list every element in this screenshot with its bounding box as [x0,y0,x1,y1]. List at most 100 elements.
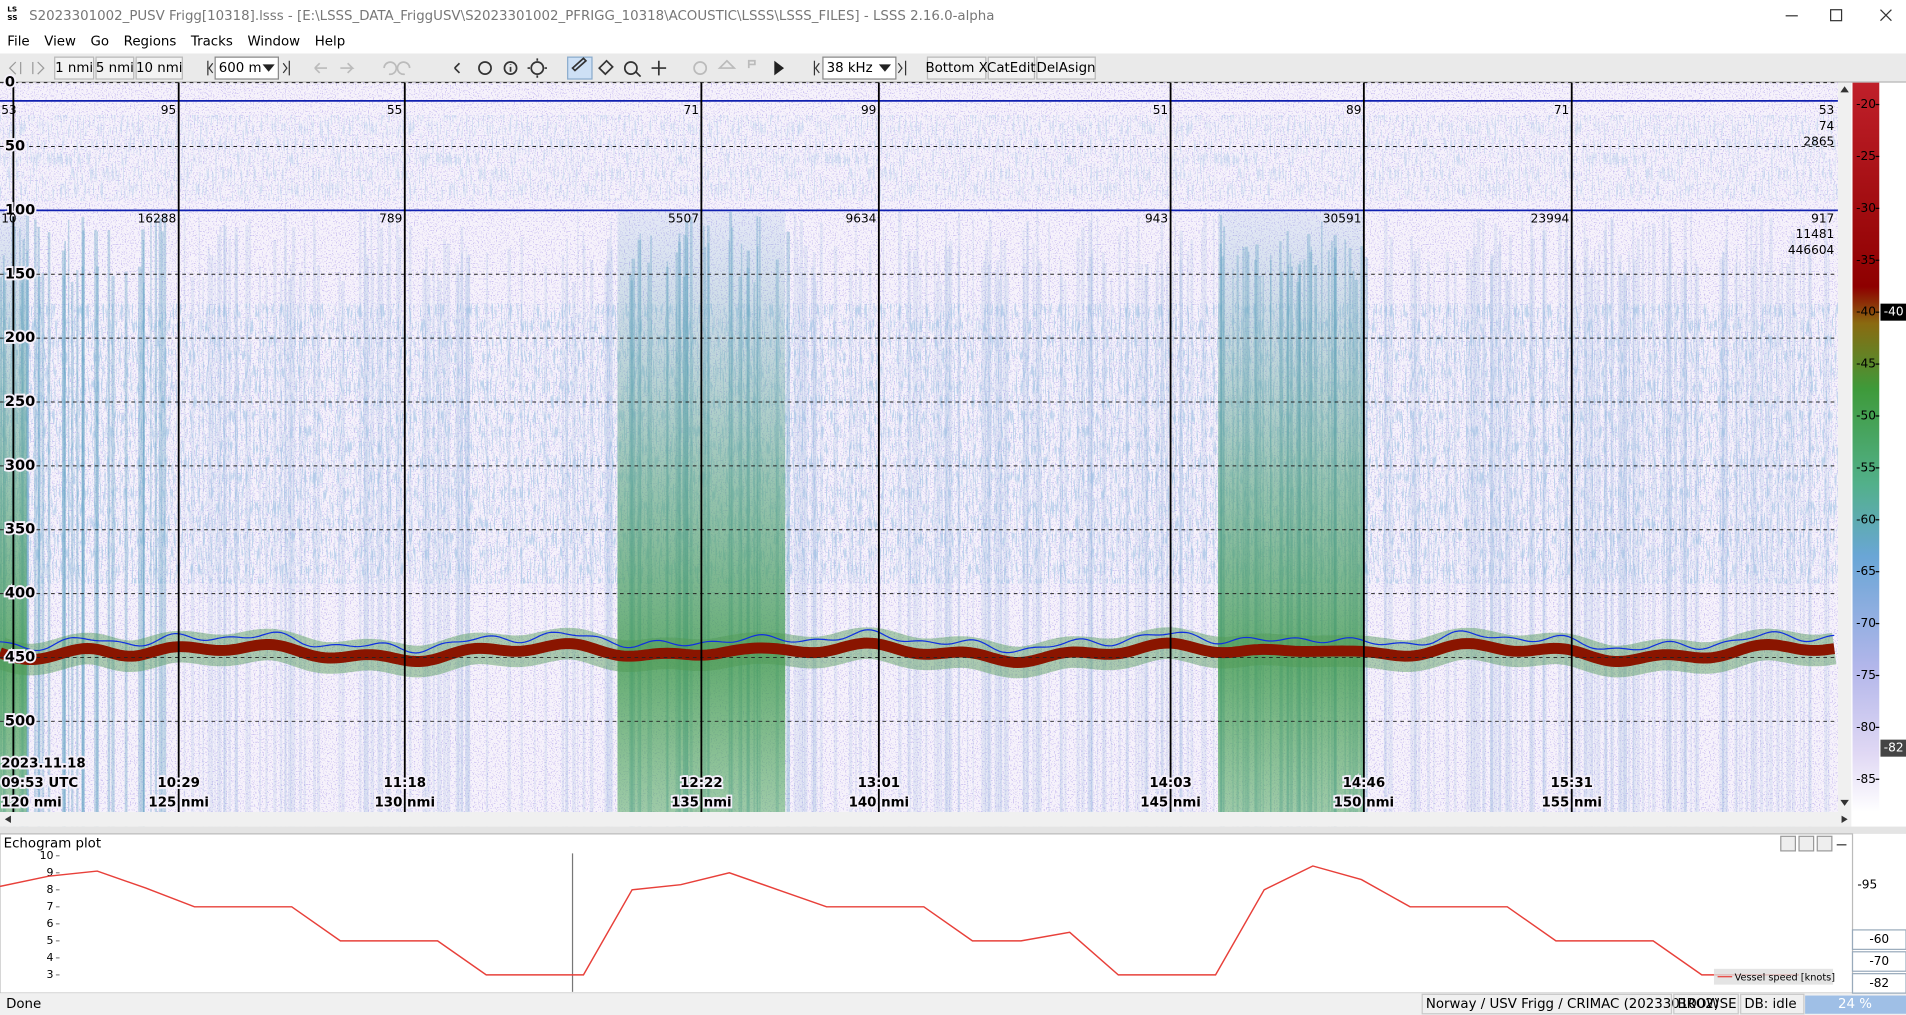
menu-item[interactable]: Window [247,34,300,49]
color-marker-box[interactable] [1880,739,1906,757]
status-progress: 24 % [1838,997,1872,1012]
range-prev[interactable] [207,60,214,76]
range-dropdown[interactable] [262,64,275,72]
color-tick-label: -60 [1856,512,1876,526]
pencil-icon[interactable] [571,57,588,72]
refresh-icon[interactable] [478,61,492,75]
panel-settings-button[interactable] [1780,835,1796,852]
menu-item[interactable]: Go [91,34,110,49]
echo-streak [37,276,41,879]
echo-streak [1632,221,1635,824]
echo-streak [380,227,384,830]
echo-streak [996,260,1000,862]
action-button[interactable] [926,56,987,80]
distance-button[interactable] [95,56,135,80]
depth-tick-label: 350 [5,521,35,538]
echo-streak [1087,268,1090,870]
add-icon[interactable] [651,60,667,76]
action-button-label: CatEdit [987,61,1036,76]
distance-button-label: 5 nmi [96,61,134,76]
scroll-down[interactable] [1840,799,1849,806]
pencil-tool-active[interactable] [567,56,593,80]
nav-back-icon[interactable] [8,61,22,75]
echo-streak [1765,262,1769,864]
redo-icon[interactable] [396,61,411,76]
undo-nav-icon[interactable] [314,62,327,74]
color-marker-box[interactable] [1880,303,1906,321]
echo-streak [1827,249,1830,852]
disabled-icon[interactable] [717,59,737,69]
echo-streak [1140,263,1143,866]
layer-value: 51 [1153,103,1168,117]
eraser-icon[interactable] [598,59,614,76]
vertical-scrollbar[interactable] [1837,82,1852,812]
echo-streak [1190,239,1194,842]
info-icon[interactable] [503,61,518,75]
echo-streak [142,282,145,885]
echo-streak [287,278,292,880]
echo-streak [1101,252,1105,854]
echo-streak [1674,272,1678,875]
time-label: 13:01 [858,776,901,791]
echo-streak [107,230,111,832]
redo-nav-icon[interactable] [340,62,355,74]
echo-streak [1542,236,1545,838]
menu-item[interactable]: Help [315,34,345,49]
echo-streak [1365,257,1368,860]
frequency-dropdown[interactable] [878,64,892,72]
maximize-button[interactable] [1830,9,1843,22]
echo-streak [1558,212,1562,815]
splitter[interactable] [0,826,1906,834]
echo-streak [1694,260,1698,863]
close-button[interactable] [1880,9,1892,22]
play-icon[interactable] [774,60,785,76]
freq-prev[interactable] [813,60,820,76]
echo-streak [1091,249,1094,852]
action-button[interactable] [987,56,1036,80]
nav-forward-icon[interactable] [32,61,45,75]
echo-streak [957,251,961,853]
scroll-up[interactable] [1840,86,1849,93]
echo-streak [1110,279,1113,881]
zoom-icon[interactable] [623,61,642,78]
status-cell [1673,993,1739,1015]
frequency-combo[interactable] [822,56,897,80]
horizontal-scrollbar[interactable] [0,811,1852,827]
settings-icon[interactable] [527,58,548,78]
depth-tick-label: 500 [5,712,35,729]
disabled-icon[interactable] [747,59,756,69]
distance-button[interactable] [54,56,95,80]
next-icon[interactable] [454,62,461,74]
menu-item[interactable]: File [7,34,29,49]
echo-streak [245,225,249,827]
scale-box-label: -60 [1869,932,1889,946]
scroll-right[interactable] [1841,815,1848,823]
action-button[interactable] [1036,56,1096,80]
range-next[interactable] [282,60,290,76]
freq-next[interactable] [897,60,907,76]
echo-streak [1521,213,1524,816]
menu-item[interactable]: Regions [124,34,177,49]
status-cell [1740,993,1805,1015]
echo-streak [1160,273,1165,876]
echo-streak [370,212,373,815]
menu-item[interactable]: Tracks [190,34,233,49]
scroll-left[interactable] [4,815,11,823]
menu-item[interactable]: View [44,34,76,49]
echo-streak [1769,217,1773,820]
range-combo[interactable] [214,56,279,80]
undo-icon[interactable] [383,61,398,76]
echo-streak [1734,264,1738,866]
echo-streak [191,277,195,879]
echo-streak [1652,224,1656,826]
echo-streak [544,265,548,868]
distance-button[interactable] [135,56,183,80]
panel-float-button[interactable] [1816,835,1833,852]
panel-list-button[interactable] [1798,835,1815,852]
echo-streak [908,251,912,854]
echo-streak [1514,276,1518,879]
echo-streak [485,252,489,855]
echo-streak [1781,260,1783,863]
echo-streak [940,282,943,885]
disabled-icon[interactable] [693,61,708,75]
